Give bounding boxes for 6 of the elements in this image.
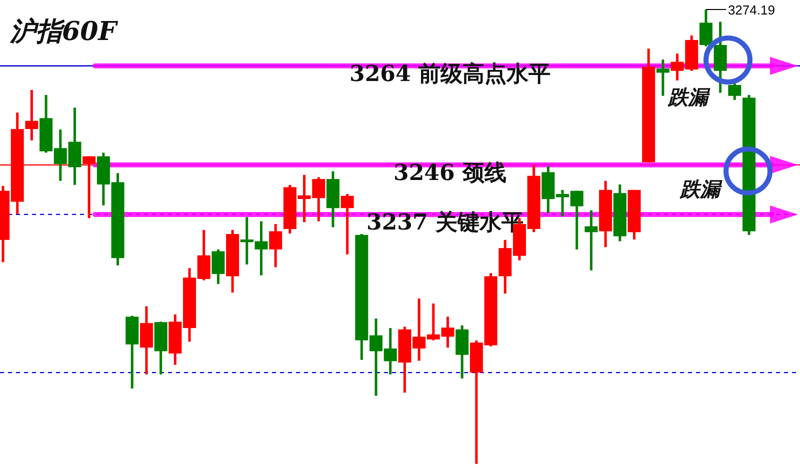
ref-line-label: 3264 前级高点水平 [350, 60, 550, 87]
annotation: 跌漏 [679, 177, 723, 201]
chart-title: 沪指60F [9, 17, 118, 47]
annotation: 3274.19 [728, 2, 775, 18]
annotation: 跌漏 [667, 85, 711, 109]
ref-line-label: 3246 颈线 [394, 160, 506, 186]
